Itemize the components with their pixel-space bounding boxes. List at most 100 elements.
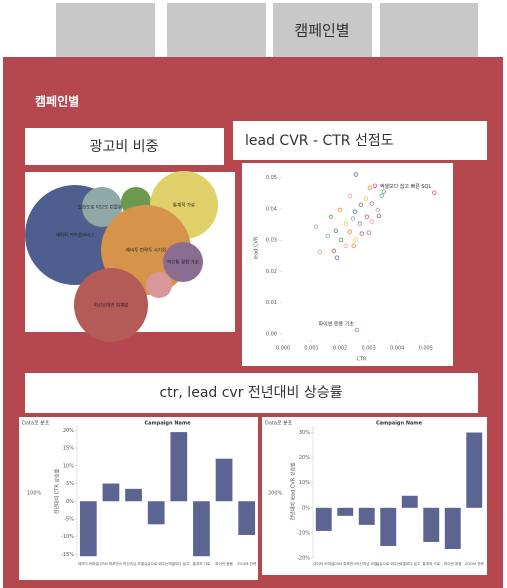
point bbox=[375, 207, 380, 213]
point bbox=[328, 214, 334, 219]
side-label: 200% bbox=[268, 491, 283, 497]
point bbox=[338, 237, 344, 243]
bar bbox=[337, 507, 354, 516]
y-tick-label: 0.01 bbox=[266, 300, 277, 306]
y-tick-label: 30% bbox=[299, 430, 310, 436]
point bbox=[331, 248, 337, 254]
x-tick-label: 머신러닝 모델 bbox=[356, 561, 378, 566]
chart-title: lead CVR - CTR 선점도 bbox=[245, 133, 394, 149]
y-tick-label: -20% bbox=[297, 556, 310, 562]
bubble bbox=[163, 242, 203, 282]
point bbox=[317, 249, 323, 254]
bar bbox=[102, 483, 120, 502]
point bbox=[354, 327, 360, 333]
point bbox=[357, 221, 362, 226]
x-tick-label: 머신러닝 모델 bbox=[123, 561, 145, 566]
bar bbox=[358, 507, 375, 525]
point bbox=[347, 193, 352, 198]
bubble-label: 통계적 가로 bbox=[173, 202, 195, 209]
point bbox=[432, 190, 437, 195]
point bbox=[369, 201, 374, 206]
point bbox=[381, 189, 386, 194]
point bbox=[352, 209, 358, 214]
point bbox=[367, 185, 372, 190]
bubble-label: 파브통 결합 가로 bbox=[167, 259, 199, 266]
x-tick-label: 0.003 bbox=[361, 346, 375, 352]
x-tick-label: 통계적 가로 bbox=[193, 561, 211, 566]
section-title: 캠페인별 bbox=[35, 94, 79, 109]
x-tick-label: 엑셀보다 쉽고 bbox=[168, 561, 190, 566]
bar bbox=[125, 488, 142, 502]
x-tick-label: ZOOM 전략 bbox=[237, 561, 257, 566]
side-label: 100% bbox=[27, 491, 42, 497]
bubble bbox=[82, 187, 122, 227]
point bbox=[350, 216, 356, 221]
active-tab[interactable] bbox=[273, 3, 372, 57]
x-tick-label: 0.000 bbox=[276, 346, 290, 352]
y-axis-label: 전년대비 lead CVR 상승률 bbox=[290, 462, 297, 520]
y-tick-label: -10% bbox=[61, 534, 74, 540]
point bbox=[369, 219, 374, 224]
bubble-label: 실습도로 이브도 런플로우 bbox=[78, 204, 126, 211]
y-axis-label: 전년대비 CTR 상승률 bbox=[54, 468, 61, 514]
point bbox=[313, 224, 319, 229]
title-box bbox=[233, 121, 487, 160]
bar bbox=[423, 507, 440, 542]
point bbox=[347, 229, 352, 234]
y-tick-label: 20% bbox=[299, 455, 310, 461]
x-axis-label: CTR bbox=[356, 357, 367, 363]
x-tick-label: CRM 퍼포먼스 bbox=[100, 561, 123, 566]
y-tick-label: 0.02 bbox=[266, 269, 277, 275]
point bbox=[343, 221, 348, 226]
bar bbox=[238, 501, 256, 535]
y-tick-label: 0.05 bbox=[266, 175, 277, 181]
corner-label: Data로 분포 bbox=[22, 421, 50, 427]
y-tick-label: 0.03 bbox=[266, 238, 277, 244]
bar bbox=[215, 458, 233, 502]
x-tick-label: CRM 퍼포먼스 bbox=[334, 561, 357, 566]
y-tick-label: 0% bbox=[66, 499, 74, 505]
y-tick-label: 20% bbox=[63, 428, 74, 434]
point bbox=[358, 202, 364, 208]
title-box bbox=[25, 128, 224, 165]
bubble-label: 예비투 전략투 시기회 bbox=[126, 247, 166, 254]
bar bbox=[147, 501, 165, 525]
chart-panel bbox=[242, 163, 453, 366]
x-tick-label: 엑셀보다 쉽고 bbox=[399, 561, 421, 566]
tab[interactable] bbox=[380, 3, 478, 57]
point bbox=[359, 231, 364, 236]
corner-label: Data로 분포 bbox=[265, 421, 293, 427]
point bbox=[343, 243, 348, 249]
point bbox=[379, 193, 384, 198]
bar bbox=[315, 507, 332, 531]
x-tick-label: 0.005 bbox=[419, 346, 433, 352]
y-tick-label: 10% bbox=[63, 463, 74, 469]
point bbox=[325, 233, 331, 239]
point bbox=[372, 183, 378, 188]
x-tick-label: 파이썬 응용 bbox=[215, 561, 233, 566]
x-tick-label: 데이터 커머셜 bbox=[313, 561, 334, 566]
annotation: 엑셀보다 쉽고 빠른 SQL bbox=[380, 183, 432, 190]
y-tick-label: 0.00 bbox=[266, 332, 277, 338]
tab[interactable] bbox=[56, 3, 155, 57]
bar bbox=[193, 501, 210, 557]
chart-header: Campaign Name bbox=[145, 421, 192, 427]
chart-header: Campaign Name bbox=[376, 421, 423, 427]
x-tick-label: 실습으로 배우는 bbox=[144, 561, 169, 566]
bar bbox=[401, 495, 418, 508]
x-tick-label: 실습으로 배우는 bbox=[376, 561, 401, 566]
point bbox=[366, 230, 372, 235]
bar bbox=[170, 432, 188, 502]
point bbox=[337, 207, 343, 213]
tab[interactable] bbox=[167, 3, 266, 57]
x-tick-label: 통계적 가로 bbox=[422, 561, 440, 566]
y-tick-label: 15% bbox=[63, 446, 74, 452]
y-tick-label: 0.04 bbox=[266, 206, 277, 212]
x-tick-label: 0.001 bbox=[304, 346, 318, 352]
y-tick-label: 5% bbox=[66, 481, 74, 487]
y-tick-label: 10% bbox=[299, 480, 310, 486]
annotation: 파이썬 응용 기초 bbox=[319, 320, 355, 327]
x-tick-label: 데이터 커머셜 bbox=[78, 561, 99, 566]
bar bbox=[466, 432, 483, 508]
